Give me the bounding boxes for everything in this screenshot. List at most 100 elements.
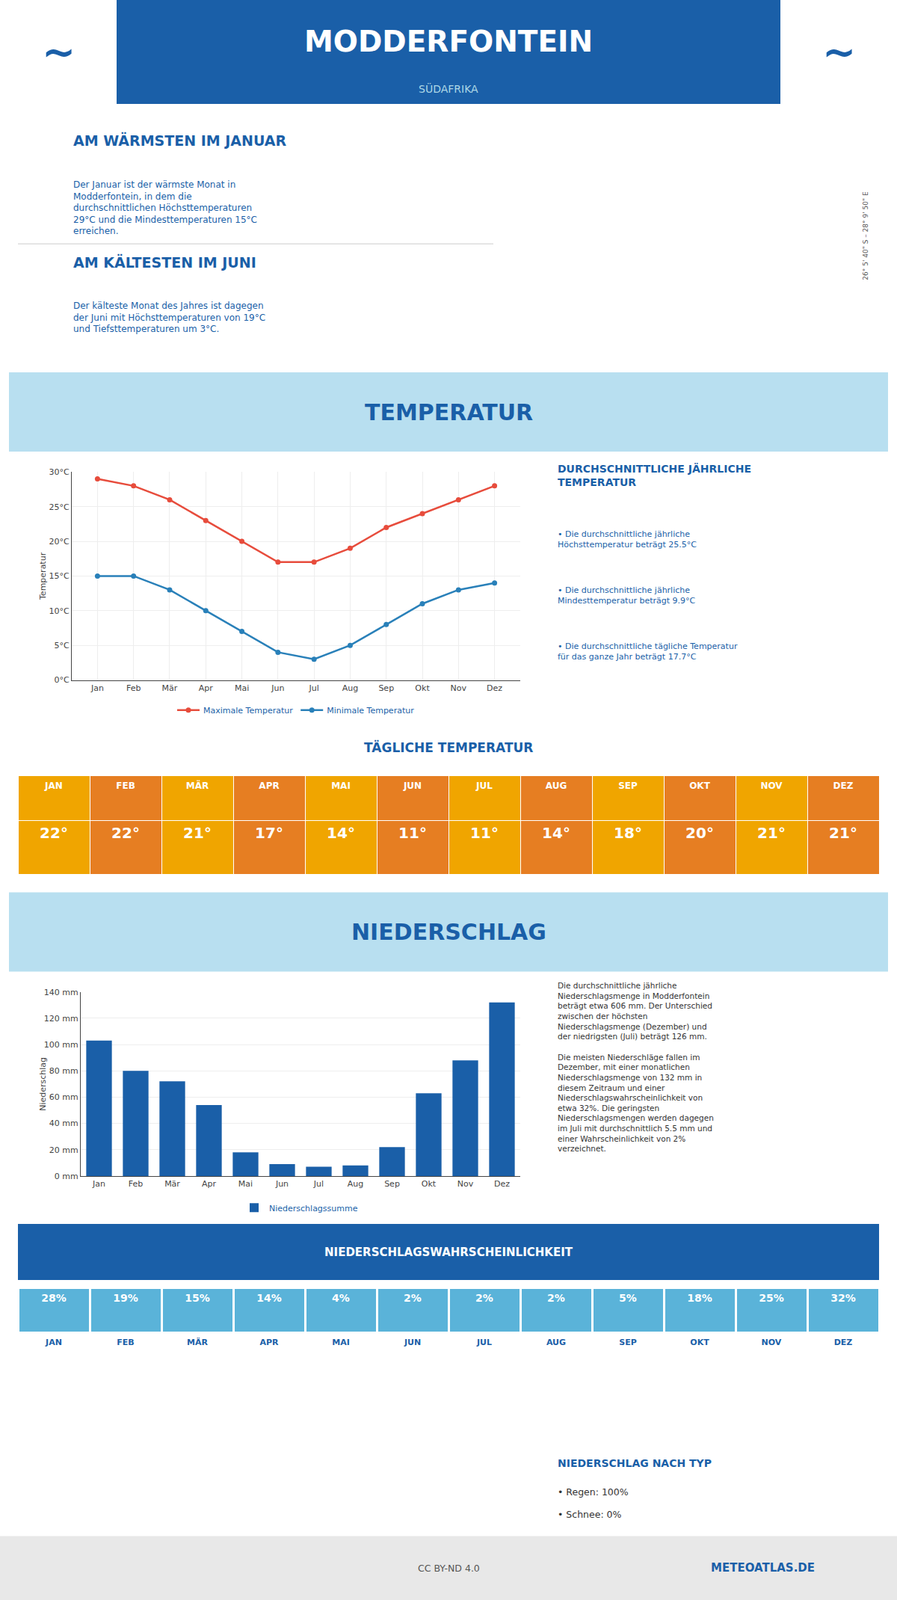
svg-text:25%: 25% (758, 1291, 785, 1304)
svg-text:JUN: JUN (403, 1337, 421, 1347)
svg-text:140 mm: 140 mm (44, 987, 79, 998)
svg-text:0°C: 0°C (54, 674, 70, 685)
svg-text:Der kälteste Monat des Jahres: Der kälteste Monat des Jahres ist dagege… (73, 300, 266, 335)
svg-text:Mär: Mär (162, 683, 178, 693)
svg-text:MODDERFONTEIN: MODDERFONTEIN (304, 24, 593, 59)
svg-text:• Die durchschnittliche täglic: • Die durchschnittliche tägliche Tempera… (557, 641, 738, 662)
svg-text:JAN: JAN (44, 780, 63, 791)
svg-text:NIEDERSCHLAG: NIEDERSCHLAG (351, 918, 547, 945)
svg-text:80 mm: 80 mm (49, 1065, 79, 1076)
svg-text:OKT: OKT (689, 780, 711, 791)
svg-text:Okt: Okt (421, 1178, 437, 1189)
svg-text:26° 5' 40" S – 28° 9' 50" E: 26° 5' 40" S – 28° 9' 50" E (861, 191, 870, 281)
svg-text:• Die durchschnittliche jährli: • Die durchschnittliche jährlicheMindest… (557, 585, 696, 606)
svg-text:11°: 11° (398, 823, 427, 842)
svg-text:Dez: Dez (486, 683, 503, 693)
svg-text:SEP: SEP (618, 1337, 637, 1347)
svg-text:21°: 21° (757, 823, 786, 842)
svg-text:32%: 32% (830, 1291, 856, 1304)
svg-text:Der Januar ist der wärmste Mon: Der Januar ist der wärmste Monat inModde… (73, 179, 258, 237)
svg-text:22°: 22° (39, 823, 69, 842)
svg-text:Minimale Temperatur: Minimale Temperatur (326, 705, 415, 716)
svg-text:SÜDAFRIKA: SÜDAFRIKA (418, 82, 479, 95)
svg-text:Mär: Mär (164, 1178, 181, 1189)
svg-text:20 mm: 20 mm (49, 1145, 79, 1155)
svg-text:• Schnee: 0%: • Schnee: 0% (557, 1508, 622, 1520)
svg-text:10°C: 10°C (49, 606, 70, 616)
svg-text:14°: 14° (326, 823, 356, 842)
svg-text:Apr: Apr (198, 683, 214, 693)
svg-text:Jul: Jul (308, 683, 320, 693)
svg-text:Jan: Jan (91, 1178, 106, 1189)
svg-text:14°: 14° (541, 823, 571, 842)
svg-text:FEB: FEB (115, 780, 136, 791)
svg-text:DEZ: DEZ (833, 780, 854, 791)
svg-text:28%: 28% (41, 1291, 67, 1304)
svg-text:40 mm: 40 mm (49, 1118, 79, 1128)
svg-text:17°: 17° (254, 823, 284, 842)
svg-text:DURCHSCHNITTLICHE JÄHRLICHETEM: DURCHSCHNITTLICHE JÄHRLICHETEMPERATUR (557, 462, 752, 489)
svg-text:MAI: MAI (331, 780, 351, 791)
svg-text:Temperatur: Temperatur (38, 551, 48, 601)
svg-text:MÄR: MÄR (186, 1336, 208, 1347)
svg-text:5°C: 5°C (54, 640, 70, 651)
svg-text:18°: 18° (613, 823, 643, 842)
svg-text:0 mm: 0 mm (54, 1171, 79, 1182)
svg-text:APR: APR (259, 1337, 279, 1347)
svg-text:21°: 21° (183, 823, 212, 842)
svg-text:Okt: Okt (414, 683, 430, 693)
svg-text:120 mm: 120 mm (44, 1013, 79, 1024)
svg-text:Aug: Aug (342, 683, 359, 693)
svg-text:• Die durchschnittliche jährli: • Die durchschnittliche jährlicheHöchstt… (557, 529, 697, 550)
svg-text:25°C: 25°C (49, 502, 70, 513)
svg-text:~: ~ (41, 28, 76, 76)
svg-text:20°C: 20°C (49, 536, 70, 547)
svg-text:60 mm: 60 mm (49, 1092, 79, 1102)
svg-text:Sep: Sep (384, 1178, 400, 1189)
svg-text:Mai: Mai (234, 683, 249, 693)
svg-text:Jul: Jul (313, 1178, 324, 1189)
svg-text:Apr: Apr (201, 1178, 217, 1189)
svg-text:15°C: 15°C (49, 571, 70, 581)
svg-text:JUN: JUN (402, 780, 422, 791)
svg-text:FEB: FEB (116, 1337, 134, 1347)
svg-text:22°: 22° (111, 823, 140, 842)
svg-text:Mai: Mai (238, 1178, 253, 1189)
svg-text:2%: 2% (547, 1291, 566, 1304)
svg-text:METEOATLAS.DE: METEOATLAS.DE (710, 1560, 815, 1575)
svg-text:Dez: Dez (494, 1178, 510, 1189)
svg-text:14%: 14% (256, 1291, 282, 1304)
svg-text:Niederschlagssumme: Niederschlagssumme (269, 1203, 359, 1214)
svg-text:AM WÄRMSTEN IM JANUAR: AM WÄRMSTEN IM JANUAR (73, 131, 288, 149)
svg-text:Jun: Jun (270, 683, 285, 693)
svg-text:2%: 2% (403, 1291, 422, 1304)
svg-text:AUG: AUG (546, 1337, 566, 1347)
svg-text:Nov: Nov (450, 683, 468, 693)
svg-text:CC BY-ND 4.0: CC BY-ND 4.0 (417, 1562, 480, 1574)
svg-text:2%: 2% (475, 1291, 494, 1304)
svg-text:18%: 18% (686, 1291, 713, 1304)
svg-text:NIEDERSCHLAG NACH TYP: NIEDERSCHLAG NACH TYP (557, 1456, 712, 1469)
svg-text:NOV: NOV (760, 780, 783, 791)
svg-text:AUG: AUG (545, 780, 568, 791)
svg-text:~: ~ (822, 28, 856, 76)
svg-text:Feb: Feb (128, 1178, 143, 1189)
svg-text:20°: 20° (685, 823, 714, 842)
svg-text:AM KÄLTESTEN IM JUNI: AM KÄLTESTEN IM JUNI (73, 253, 257, 271)
svg-text:TÄGLICHE TEMPERATUR: TÄGLICHE TEMPERATUR (364, 739, 533, 755)
svg-text:Sep: Sep (378, 683, 394, 693)
svg-text:TEMPERATUR: TEMPERATUR (364, 399, 533, 426)
svg-text:OKT: OKT (689, 1337, 710, 1347)
svg-text:Die durchschnittliche jährlich: Die durchschnittliche jährlicheNiedersch… (557, 980, 714, 1153)
svg-text:APR: APR (258, 780, 279, 791)
svg-text:Nov: Nov (457, 1178, 474, 1189)
svg-text:SEP: SEP (618, 780, 638, 791)
svg-text:DEZ: DEZ (834, 1337, 853, 1347)
svg-text:19%: 19% (112, 1291, 139, 1304)
svg-text:NOV: NOV (761, 1337, 782, 1347)
svg-text:21°: 21° (828, 823, 858, 842)
svg-text:• Regen: 100%: • Regen: 100% (557, 1486, 629, 1498)
svg-text:MÄR: MÄR (186, 779, 209, 791)
svg-text:Maximale Temperatur: Maximale Temperatur (203, 705, 294, 716)
svg-text:Feb: Feb (126, 683, 141, 693)
